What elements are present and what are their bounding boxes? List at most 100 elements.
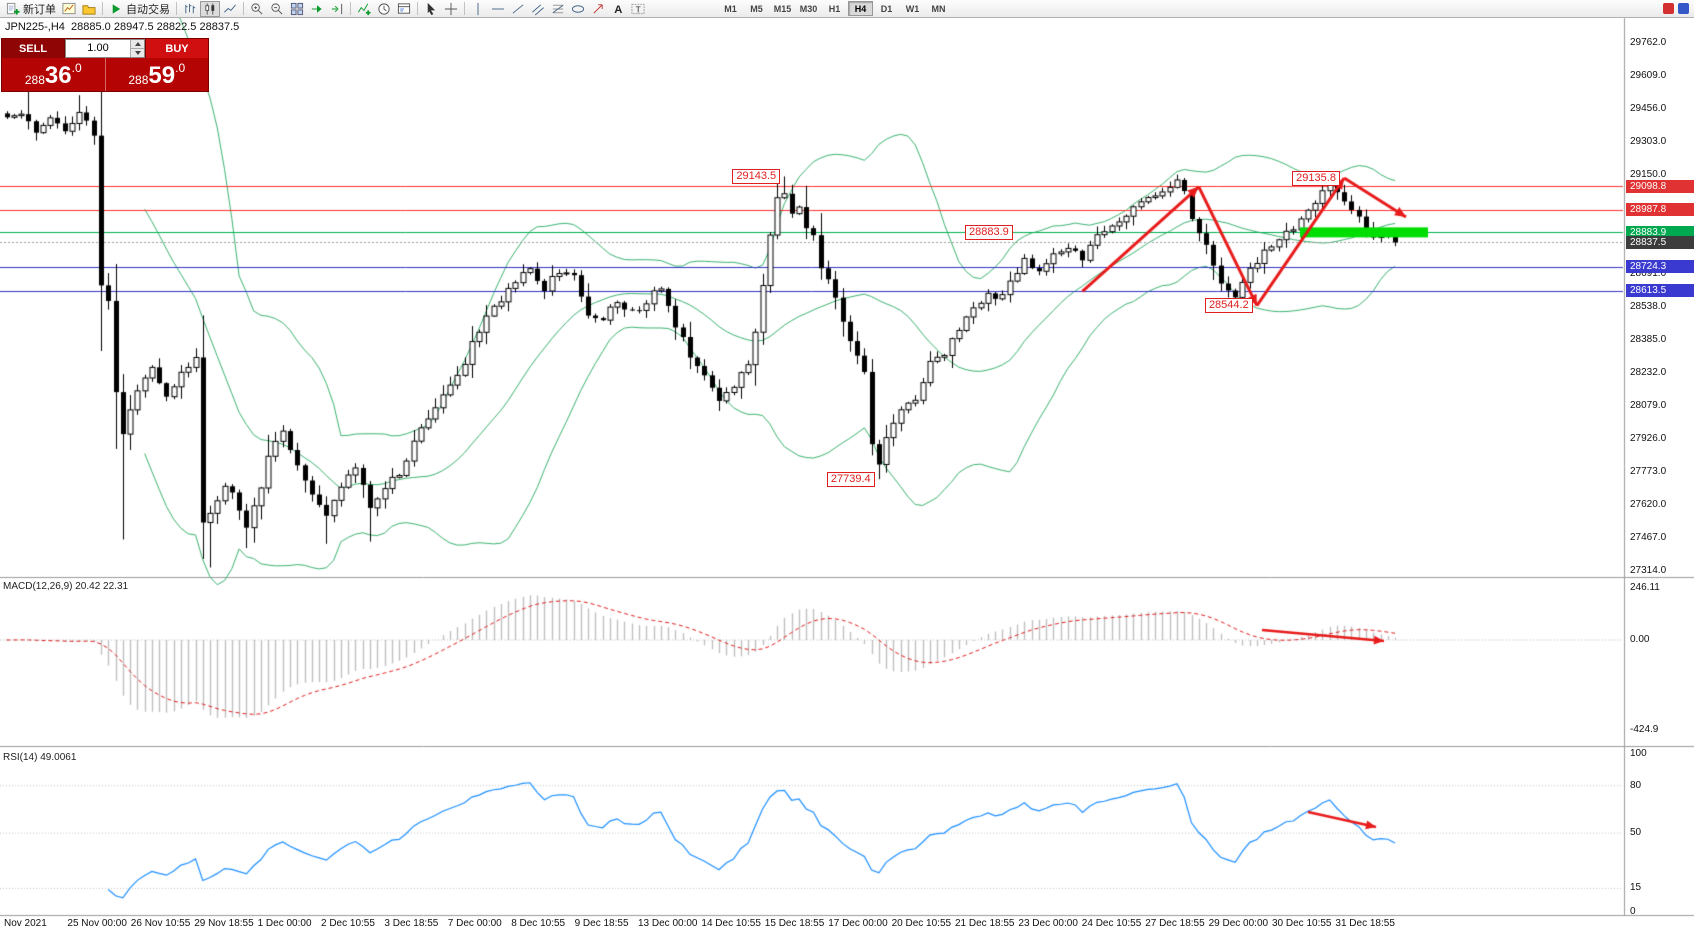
- svg-text:T: T: [636, 4, 641, 14]
- shapes-button[interactable]: [568, 1, 588, 17]
- price-badge: 28883.9: [1626, 225, 1694, 239]
- timeframe-group: M1 M5 M15 M30 H1 H4 D1 W1 MN: [718, 1, 951, 16]
- bar-chart-button[interactable]: [180, 1, 200, 17]
- price-axis-label: 29609.0: [1630, 70, 1667, 81]
- text-button[interactable]: A: [608, 1, 628, 17]
- time-axis-label: 20 Dec 10:55: [891, 918, 952, 929]
- text-icon: A: [614, 4, 622, 16]
- trendline-button[interactable]: [508, 1, 528, 17]
- buy-button[interactable]: BUY: [145, 39, 208, 58]
- bars-chart-icon: [185, 3, 196, 13]
- candle-chart-button[interactable]: [200, 0, 220, 17]
- auto-scroll-icon: [311, 4, 322, 13]
- volume-increase-button[interactable]: [131, 40, 144, 48]
- time-axis-label: 8 Dec 10:55: [511, 918, 566, 929]
- volume-spinner: [130, 40, 144, 57]
- timeframe-m1[interactable]: M1: [718, 1, 743, 16]
- chart-info-line: JPN225-,H4 28885.0 28947.5 28822.5 28837…: [5, 21, 240, 33]
- templates-icon: [397, 2, 411, 14]
- timeframe-h4[interactable]: H4: [848, 1, 873, 16]
- buy-price[interactable]: 288 59.0: [106, 58, 209, 91]
- price-axis-label: 27773.0: [1630, 465, 1667, 477]
- macd-scale-label: -424.9: [1630, 723, 1659, 735]
- price-annotation[interactable]: 29143.5: [732, 168, 781, 184]
- ellipse-icon: [571, 4, 585, 13]
- zoom-out-icon: [271, 2, 283, 14]
- down-arrow-icon: [134, 51, 141, 55]
- rsi-scale-label: 15: [1630, 882, 1642, 894]
- horizontal-line-button[interactable]: [488, 1, 508, 17]
- macd-scale-label: 0.00: [1630, 634, 1650, 645]
- new-order-icon: [6, 2, 20, 15]
- trendline-icon: [512, 3, 524, 14]
- timeframe-m5[interactable]: M5: [744, 1, 769, 16]
- volume-decrease-button[interactable]: [131, 48, 144, 57]
- price-annotation[interactable]: 27739.4: [826, 471, 875, 487]
- timeframe-m30[interactable]: M30: [796, 1, 821, 16]
- zoom-out-button[interactable]: [267, 1, 287, 17]
- time-axis-label: 9 Dec 18:55: [574, 918, 629, 929]
- sell-price[interactable]: 288 36.0: [2, 58, 105, 91]
- rsi-scale-label: 0: [1630, 906, 1636, 918]
- cursor-button[interactable]: [421, 1, 441, 17]
- chart-window-icon: [62, 2, 76, 14]
- price-annotation[interactable]: 28544.2: [1204, 298, 1253, 314]
- vertical-line-button[interactable]: [468, 1, 488, 17]
- channel-button[interactable]: [528, 1, 548, 17]
- timeframe-mn[interactable]: MN: [926, 1, 951, 16]
- time-axis-label: 24 Dec 10:55: [1081, 918, 1142, 929]
- autotrading-label: 自动交易: [126, 3, 170, 16]
- zoom-in-icon: [251, 2, 263, 14]
- buy-price-fraction: .0: [175, 61, 186, 75]
- periods-button[interactable]: [374, 1, 394, 17]
- arrow-object-icon: [593, 3, 603, 14]
- time-axis-label: 13 Dec 00:00: [638, 918, 698, 929]
- fibonacci-icon: [552, 4, 564, 13]
- time-axis-label: 3 Dec 18:55: [384, 918, 439, 929]
- crosshair-button[interactable]: [441, 1, 461, 17]
- chart-shift-icon: [331, 3, 343, 14]
- price-badge: 28613.5: [1626, 284, 1694, 298]
- tile-windows-icon: [290, 2, 304, 15]
- candles-chart-icon: [205, 2, 215, 15]
- price-axis-label: 28538.0: [1630, 300, 1667, 312]
- price-badge: 29098.8: [1626, 179, 1694, 193]
- price-annotation[interactable]: 29135.8: [1292, 170, 1340, 186]
- volume-value[interactable]: 1.00: [87, 42, 109, 54]
- timeframe-w1[interactable]: W1: [900, 1, 925, 16]
- alert-icon[interactable]: [1663, 3, 1674, 14]
- auto-scroll-button[interactable]: [307, 1, 327, 17]
- crosshair-icon: [444, 2, 458, 15]
- periods-clock-icon: [378, 2, 390, 15]
- new-order-button[interactable]: 新订单: [3, 1, 59, 17]
- mailbox-icon[interactable]: [1678, 3, 1689, 14]
- profiles-button[interactable]: [79, 1, 99, 17]
- line-chart-button[interactable]: [220, 1, 240, 17]
- timeframe-h1[interactable]: H1: [822, 1, 847, 16]
- price-axis-label: 29762.0: [1630, 37, 1667, 49]
- time-axis-label: 31 Dec 18:55: [1335, 918, 1395, 929]
- price-annotation[interactable]: 28883.9: [965, 224, 1013, 240]
- price-axis-label: 28232.0: [1630, 366, 1667, 378]
- arrows-button[interactable]: [588, 1, 608, 17]
- volume-field[interactable]: 1.00: [65, 39, 145, 58]
- indicators-button[interactable]: [354, 1, 374, 17]
- templates-button[interactable]: [394, 1, 414, 17]
- time-axis-label: 29 Nov 18:55: [194, 918, 254, 929]
- text-label-button[interactable]: T: [628, 1, 648, 17]
- time-axis-label: 14 Dec 10:55: [701, 918, 761, 929]
- toolbar-separator: [243, 2, 244, 15]
- zoom-in-button[interactable]: [247, 1, 267, 17]
- sell-button[interactable]: SELL: [2, 39, 65, 58]
- autotrading-button[interactable]: 自动交易: [106, 1, 173, 17]
- timeframe-d1[interactable]: D1: [874, 1, 899, 16]
- fibonacci-button[interactable]: [548, 1, 568, 17]
- chart-shift-button[interactable]: [327, 1, 347, 17]
- buy-price-prefix: 288: [128, 73, 149, 87]
- price-divider: [104, 58, 106, 91]
- timeframe-m15[interactable]: M15: [770, 1, 795, 16]
- one-click-trade-panel: SELL 1.00 BUY 288 36.0 288 59.0: [1, 38, 209, 92]
- tile-windows-button[interactable]: [287, 1, 307, 17]
- new-chart-button[interactable]: [59, 1, 79, 17]
